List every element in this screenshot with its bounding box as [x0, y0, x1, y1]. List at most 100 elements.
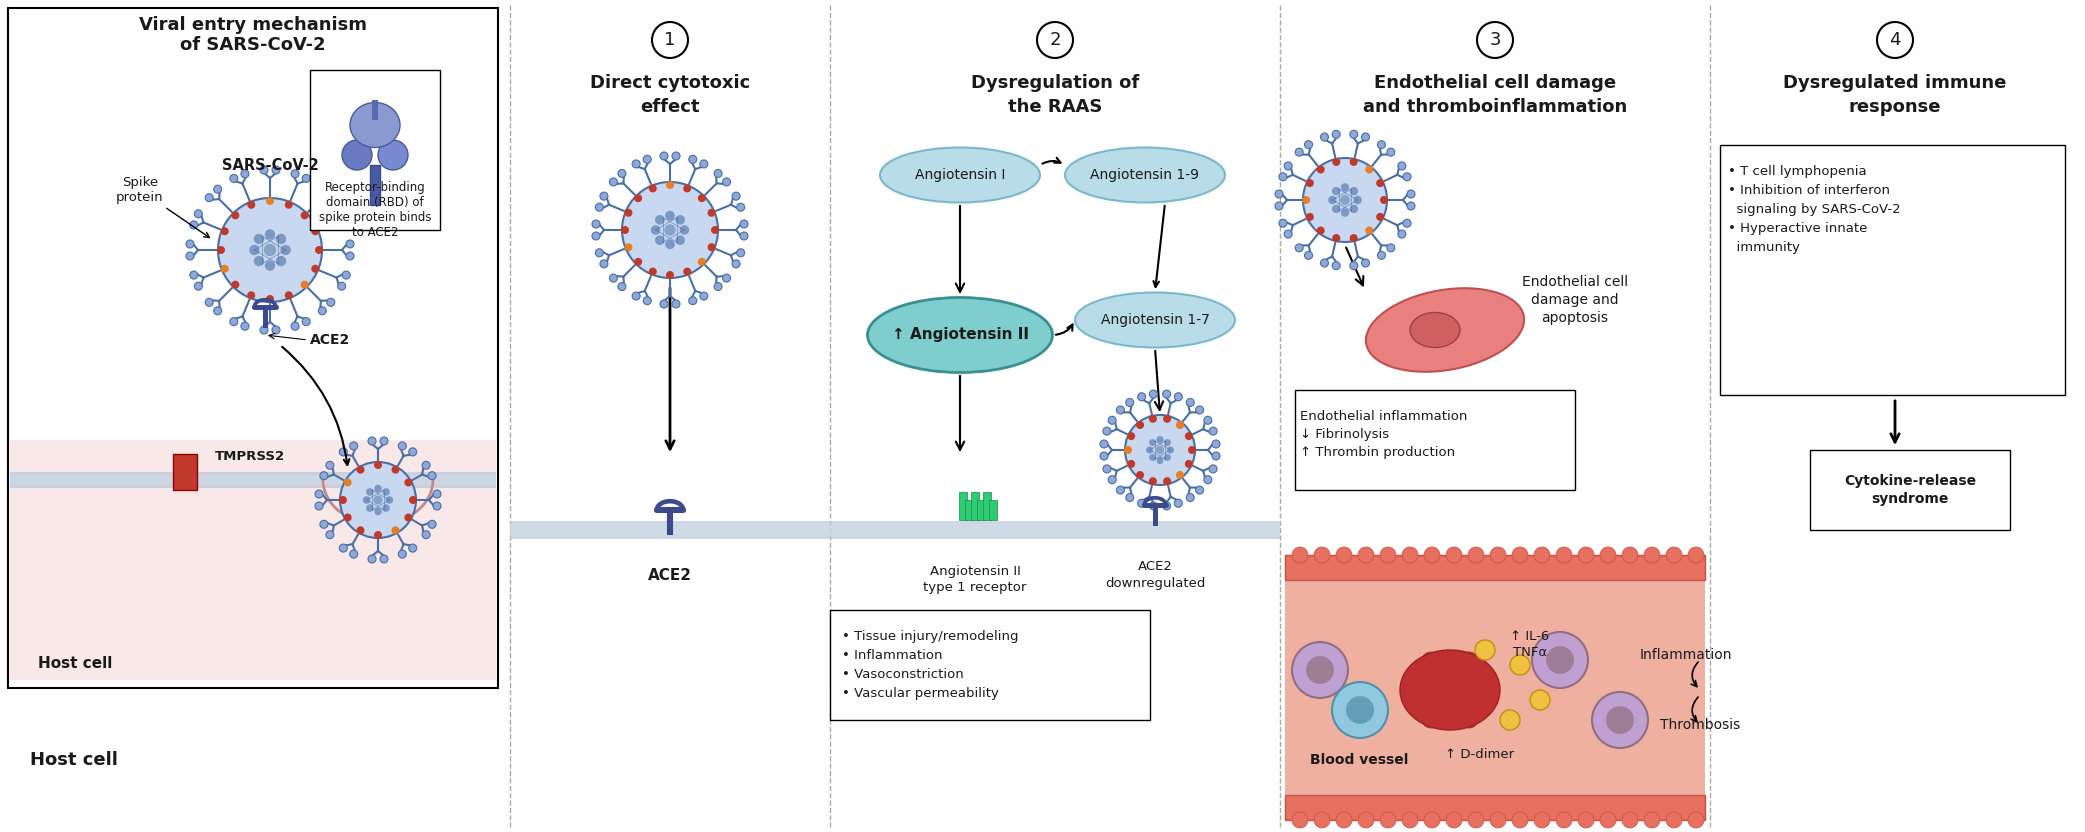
Circle shape — [1491, 547, 1505, 563]
Circle shape — [1332, 262, 1341, 270]
Circle shape — [229, 318, 238, 325]
Text: Blood vessel: Blood vessel — [1309, 753, 1407, 767]
Circle shape — [409, 448, 417, 456]
Circle shape — [634, 258, 642, 265]
Circle shape — [1278, 173, 1286, 181]
Circle shape — [665, 181, 673, 189]
Text: ↑ IL-6
TNFα: ↑ IL-6 TNFα — [1510, 631, 1549, 660]
Circle shape — [427, 472, 436, 480]
Circle shape — [190, 221, 198, 229]
Ellipse shape — [1422, 696, 1449, 728]
Circle shape — [1293, 642, 1349, 698]
Circle shape — [350, 442, 359, 450]
Circle shape — [340, 448, 348, 456]
Circle shape — [1305, 213, 1314, 221]
Circle shape — [338, 210, 346, 218]
Circle shape — [265, 244, 275, 256]
Circle shape — [434, 502, 442, 510]
Circle shape — [1103, 427, 1111, 435]
Text: 3: 3 — [1489, 31, 1501, 49]
Circle shape — [1115, 406, 1124, 414]
Circle shape — [325, 461, 334, 469]
Circle shape — [701, 292, 709, 300]
Circle shape — [300, 211, 309, 220]
Circle shape — [275, 255, 286, 266]
Ellipse shape — [1409, 313, 1459, 348]
Circle shape — [379, 437, 388, 445]
Circle shape — [379, 555, 388, 563]
Circle shape — [1362, 133, 1370, 141]
Circle shape — [1387, 244, 1395, 252]
Circle shape — [707, 209, 715, 217]
Circle shape — [275, 234, 286, 244]
Circle shape — [701, 160, 709, 168]
Circle shape — [404, 513, 413, 522]
Circle shape — [1349, 187, 1357, 196]
Circle shape — [1303, 158, 1387, 242]
Bar — [173, 454, 196, 490]
Circle shape — [1203, 476, 1211, 483]
Bar — [959, 492, 967, 520]
Circle shape — [1512, 547, 1528, 563]
Circle shape — [194, 210, 202, 218]
Circle shape — [661, 300, 667, 308]
Circle shape — [1318, 226, 1324, 235]
Circle shape — [265, 229, 275, 240]
Circle shape — [1157, 457, 1163, 464]
Circle shape — [363, 496, 371, 504]
Circle shape — [267, 197, 273, 205]
Circle shape — [217, 246, 225, 254]
Circle shape — [1209, 427, 1218, 435]
Bar — [311, 70, 440, 230]
Circle shape — [1424, 812, 1441, 828]
Circle shape — [1209, 465, 1218, 473]
Circle shape — [1163, 454, 1172, 461]
Circle shape — [1138, 499, 1145, 508]
Circle shape — [1578, 547, 1595, 563]
Circle shape — [676, 235, 686, 245]
Circle shape — [688, 156, 696, 163]
Circle shape — [653, 22, 688, 58]
Text: Host cell: Host cell — [29, 751, 119, 769]
Circle shape — [254, 255, 265, 266]
Circle shape — [427, 520, 436, 528]
Circle shape — [1128, 432, 1134, 440]
Circle shape — [1147, 447, 1153, 453]
Ellipse shape — [867, 298, 1053, 373]
Circle shape — [1380, 812, 1397, 828]
Circle shape — [1512, 812, 1528, 828]
Circle shape — [698, 258, 707, 265]
Circle shape — [1176, 471, 1184, 479]
Circle shape — [1293, 812, 1307, 828]
Circle shape — [684, 185, 692, 192]
Text: • Tissue injury/remodeling
• Inflammation
• Vasoconstriction
• Vascular permeabi: • Tissue injury/remodeling • Inflammatio… — [842, 630, 1017, 700]
Circle shape — [1203, 416, 1211, 424]
Circle shape — [286, 291, 292, 300]
Circle shape — [680, 225, 690, 235]
Bar — [830, 610, 1151, 720]
Circle shape — [319, 472, 327, 480]
Circle shape — [632, 160, 640, 168]
Text: Viral entry mechanism
of SARS-CoV-2: Viral entry mechanism of SARS-CoV-2 — [140, 16, 367, 54]
Circle shape — [373, 461, 382, 469]
Ellipse shape — [1076, 293, 1234, 348]
Circle shape — [1349, 234, 1357, 242]
Circle shape — [204, 299, 213, 306]
Circle shape — [1403, 219, 1412, 227]
Circle shape — [665, 225, 676, 235]
Circle shape — [221, 227, 229, 235]
Circle shape — [265, 260, 275, 270]
Circle shape — [1349, 205, 1357, 213]
Circle shape — [398, 550, 407, 558]
Circle shape — [367, 488, 373, 496]
Circle shape — [1107, 416, 1115, 424]
Circle shape — [271, 326, 279, 334]
Circle shape — [1128, 460, 1134, 468]
Circle shape — [1305, 656, 1334, 684]
Bar — [1284, 795, 1706, 820]
Circle shape — [1036, 22, 1074, 58]
Circle shape — [736, 249, 744, 257]
Circle shape — [600, 192, 609, 201]
Circle shape — [1188, 446, 1197, 454]
Circle shape — [1491, 812, 1505, 828]
